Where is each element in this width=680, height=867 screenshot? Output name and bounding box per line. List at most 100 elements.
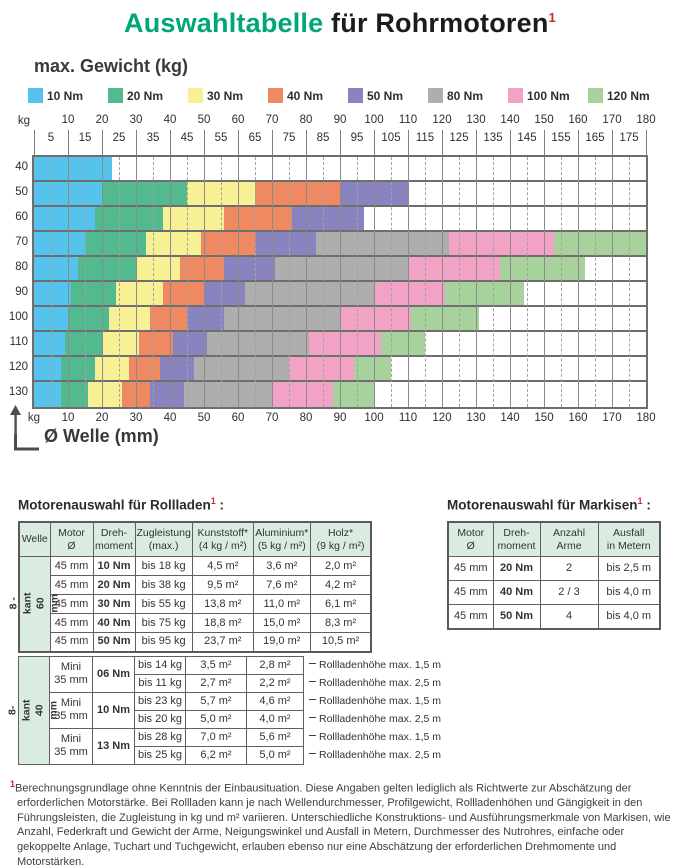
x-tick-label-minor: 45 (180, 132, 194, 144)
x-tick-label-minor: 65 (248, 132, 262, 144)
x-tick-label-minor: 25 (112, 132, 126, 144)
chart-band (34, 332, 65, 355)
chart-band (163, 207, 225, 230)
arme-cell: 4 (539, 604, 599, 629)
aluminium-cell: 7,6 m² (252, 575, 311, 595)
markisen-header-cell: Anzahl Arme (539, 521, 599, 557)
minor-row-tick (169, 130, 171, 155)
kunststoff-cell: 6,2 m² (185, 745, 247, 765)
x-tick-label: 90 (333, 412, 347, 424)
x-tick-label: 160 (568, 412, 588, 424)
motor-cell: 45 mm (49, 632, 94, 652)
motor-cell: 45 mm (447, 604, 494, 629)
minor-row-tick (238, 130, 239, 155)
motor-cell: 45 mm (447, 556, 494, 581)
legend-item: 100 Nm (508, 88, 588, 103)
minor-row-tick (442, 130, 443, 155)
y-tick-label: 100 (8, 311, 28, 323)
minor-row-tick (136, 130, 137, 155)
minor-row-tick (544, 130, 545, 155)
zugleistung-cell: bis 28 kg (134, 727, 186, 747)
chart-row (34, 182, 646, 207)
aluminium-cell: 15,0 m² (252, 613, 311, 633)
x-tick-label: 170 (602, 412, 622, 424)
markisen-header-cell: Dreh- moment (492, 521, 541, 557)
torque-cell: 13 Nm (92, 727, 135, 765)
page-title-highlight: Auswahltabelle (124, 8, 324, 38)
ausfall-cell: bis 4,0 m (597, 580, 661, 605)
x-tick-label: 50 (197, 412, 211, 424)
minor-row-tick (101, 130, 103, 155)
footnote: 1Berechnungsgrundlage ohne Kenntnis der … (10, 777, 679, 867)
chart-band (340, 307, 412, 330)
x-tick-label: 80 (299, 114, 313, 126)
y-tick-label: 110 (9, 336, 28, 348)
table-row: bis 25 kg 6,2 m² 5,0 m² Rollladenhöhe max. … (19, 745, 472, 765)
kunststoff-cell: 2,7 m² (185, 673, 247, 693)
table-row: 8 - kant 60 mm 45 mm 10 Nm bis 18 kg 4,5 m² 3… (7, 556, 372, 652)
rollladen-header-cell: Zugleistung (max.) (134, 521, 193, 557)
kunststoff-cell: 4,5 m² (191, 556, 254, 576)
table-row: 45 mm 30 Nm bis 55 kg 13,8 m² 11,0 m² 6,1 m² (19, 594, 372, 614)
chart-band (200, 232, 255, 255)
x-tick-label: 110 (398, 114, 418, 126)
legend-label: 80 Nm (447, 88, 484, 103)
kunststoff-cell: 23,7 m² (191, 632, 254, 652)
x-tick-label: 10 (61, 114, 75, 126)
x-tick-label: 60 (231, 114, 245, 126)
markisen-header-cell: Motor Ø (447, 521, 494, 557)
legend-label: 40 Nm (287, 88, 324, 103)
x-tick-label: 90 (333, 114, 347, 126)
x-tick-label: 150 (534, 412, 554, 424)
chart-band (139, 332, 174, 355)
chart-band (353, 357, 391, 380)
kunststoff-cell: 18,8 m² (191, 613, 254, 633)
y-tick-label: 120 (8, 361, 28, 373)
chart-band (101, 332, 140, 355)
rollladen-header-row: Welle Motor Ø Dreh- moment Zugleistung (max… (18, 521, 372, 557)
zugleistung-cell: bis 38 kg (134, 575, 193, 595)
markisen-table-title: Motorenauswahl für Markisen1 : (447, 496, 651, 513)
motor-cell: 45 mm (49, 556, 94, 576)
chart-band (85, 232, 147, 255)
x-tick-label: 50 (197, 114, 211, 126)
chart-band (255, 182, 340, 205)
x-tick-label-minor: 75 (282, 132, 296, 144)
zugleistung-cell: bis 20 kg (134, 709, 186, 729)
legend-item: 30 Nm (188, 88, 268, 103)
legend-item: 120 Nm (588, 88, 668, 103)
x-tick-label: 40 (163, 412, 177, 424)
legend-swatch (28, 88, 43, 103)
x-tick-label-minor: 105 (381, 132, 401, 144)
zugleistung-cell: bis 14 kg (134, 655, 186, 675)
zugleistung-cell: bis 25 kg (134, 745, 186, 765)
x-tick-label: 180 (636, 114, 656, 126)
chart-row (34, 232, 646, 257)
torque-cell: 10 Nm (92, 556, 136, 576)
chart-band (380, 332, 425, 355)
chart-band (95, 207, 164, 230)
chart-band (408, 257, 500, 280)
legend-swatch (508, 88, 523, 103)
rollladen-table-title: Motorenauswahl für Rollladen1 : (18, 496, 224, 513)
kunststoff-cell: 5,0 m² (185, 709, 247, 729)
legend-swatch (348, 88, 363, 103)
chart-band (255, 232, 317, 255)
torque-cell: 40 Nm (92, 613, 136, 633)
torque-cell: 06 Nm (92, 655, 135, 693)
minor-row-tick (374, 130, 375, 155)
x-tick-label: 140 (500, 412, 520, 424)
chart-band (149, 382, 184, 407)
table-row: Mini 35 mm 13 Nm bis 28 kg 7,0 m² 5,6 m² Roll… (19, 727, 472, 765)
chart-band (34, 257, 79, 280)
legend-label: 100 Nm (527, 88, 570, 103)
table-row: bis 11 kg 2,7 m² 2,2 m² Rollladenhöhe max. … (19, 673, 472, 693)
ausfall-cell: bis 4,0 m (597, 604, 661, 629)
chart-band (187, 182, 255, 205)
table-row: bis 20 kg 5,0 m² 4,0 m² Rollladenhöhe max. … (19, 709, 472, 729)
chart-band (71, 282, 116, 305)
x-tick-label-minor: 175 (619, 132, 639, 144)
chart-row (34, 357, 646, 382)
x-tick-label: 10 (61, 412, 75, 424)
